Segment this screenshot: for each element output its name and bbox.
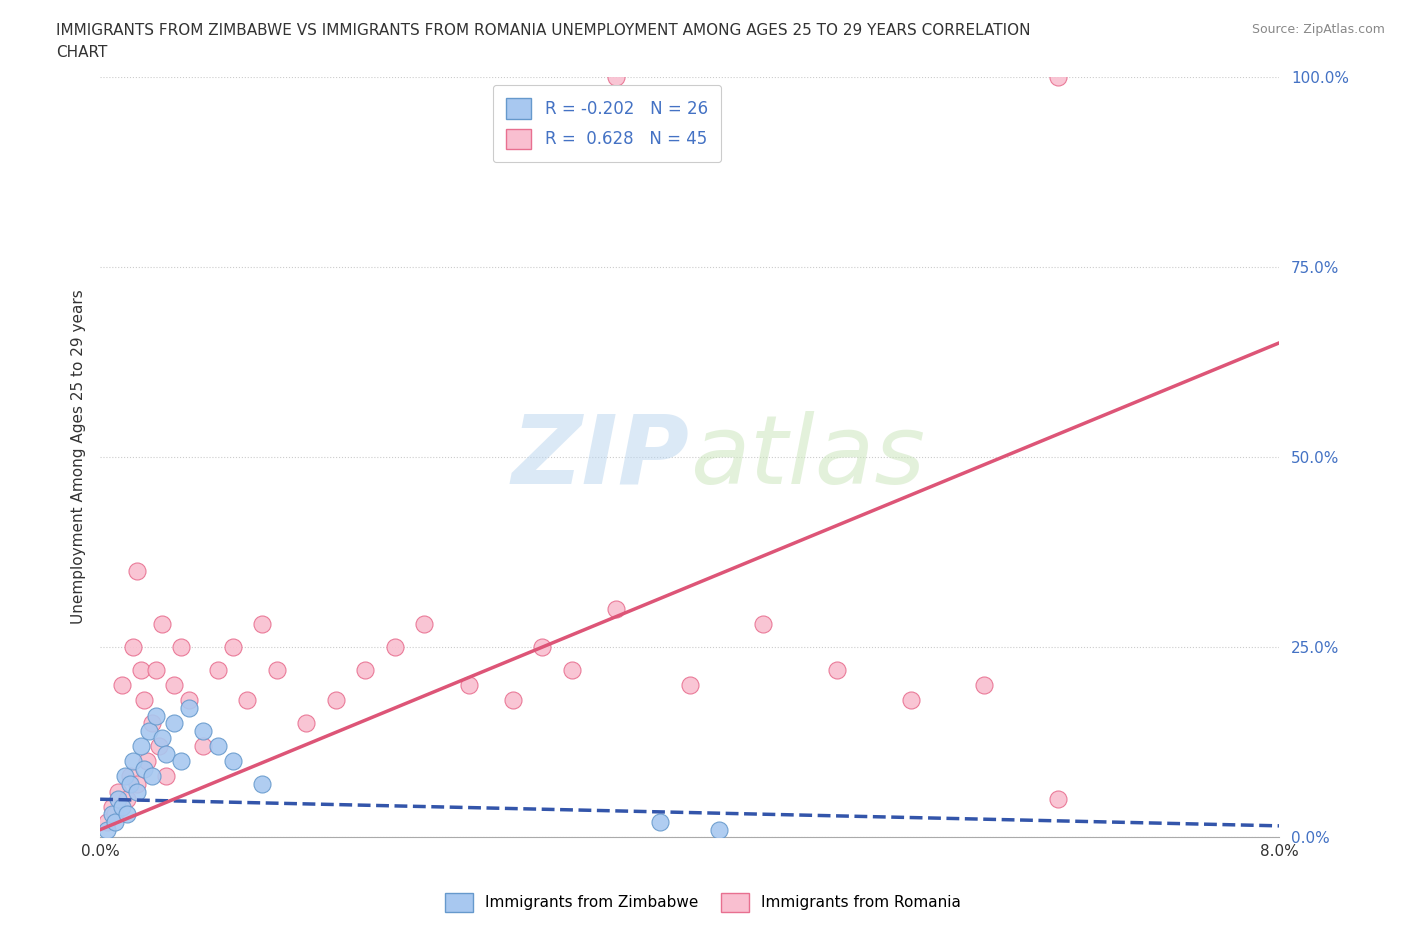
Point: [531, 640, 554, 655]
Point: [295, 716, 318, 731]
Point: [222, 640, 245, 655]
Point: [150, 731, 173, 746]
Point: [193, 738, 215, 753]
Point: [605, 602, 627, 617]
Y-axis label: Unemployment Among Ages 25 to 29 years: Unemployment Among Ages 25 to 29 years: [72, 289, 86, 624]
Point: [118, 777, 141, 791]
Point: [354, 662, 377, 677]
Point: [114, 769, 136, 784]
Point: [155, 769, 177, 784]
Point: [138, 724, 160, 738]
Point: [134, 762, 156, 777]
Point: [1046, 70, 1069, 85]
Point: [973, 678, 995, 693]
Legend: R = -0.202   N = 26, R =  0.628   N = 45: R = -0.202 N = 26, R = 0.628 N = 45: [494, 86, 721, 163]
Point: [131, 662, 153, 677]
Point: [121, 754, 143, 769]
Point: [325, 693, 347, 708]
Point: [236, 693, 259, 708]
Point: [125, 777, 148, 791]
Point: [141, 716, 163, 731]
Point: [252, 617, 274, 631]
Point: [561, 662, 583, 677]
Point: [107, 784, 129, 799]
Point: [107, 791, 129, 806]
Point: [104, 815, 127, 830]
Point: [134, 693, 156, 708]
Point: [207, 738, 229, 753]
Point: [148, 738, 170, 753]
Point: [115, 807, 138, 822]
Point: [150, 617, 173, 631]
Point: [605, 70, 627, 85]
Point: [384, 640, 406, 655]
Point: [222, 754, 245, 769]
Point: [457, 678, 479, 693]
Text: IMMIGRANTS FROM ZIMBABWE VS IMMIGRANTS FROM ROMANIA UNEMPLOYMENT AMONG AGES 25 T: IMMIGRANTS FROM ZIMBABWE VS IMMIGRANTS F…: [56, 23, 1031, 38]
Point: [825, 662, 848, 677]
Point: [96, 822, 118, 837]
Point: [136, 754, 159, 769]
Point: [900, 693, 922, 708]
Point: [125, 784, 148, 799]
Legend: Immigrants from Zimbabwe, Immigrants from Romania: Immigrants from Zimbabwe, Immigrants fro…: [439, 887, 967, 918]
Point: [101, 807, 124, 822]
Point: [1046, 791, 1069, 806]
Point: [170, 754, 193, 769]
Point: [266, 662, 288, 677]
Point: [145, 708, 167, 723]
Point: [163, 716, 186, 731]
Point: [131, 738, 153, 753]
Point: [121, 640, 143, 655]
Text: atlas: atlas: [689, 410, 925, 503]
Point: [177, 700, 200, 715]
Point: [96, 815, 118, 830]
Point: [752, 617, 775, 631]
Point: [163, 678, 186, 693]
Point: [648, 815, 671, 830]
Point: [111, 678, 134, 693]
Point: [145, 662, 167, 677]
Point: [207, 662, 229, 677]
Point: [155, 746, 177, 761]
Point: [678, 678, 700, 693]
Point: [111, 800, 134, 815]
Point: [502, 693, 524, 708]
Point: [115, 791, 138, 806]
Point: [193, 724, 215, 738]
Text: CHART: CHART: [56, 45, 108, 60]
Text: ZIP: ZIP: [512, 410, 689, 503]
Point: [177, 693, 200, 708]
Point: [104, 807, 127, 822]
Point: [413, 617, 436, 631]
Point: [252, 777, 274, 791]
Point: [707, 822, 730, 837]
Point: [125, 564, 148, 578]
Point: [101, 800, 124, 815]
Text: Source: ZipAtlas.com: Source: ZipAtlas.com: [1251, 23, 1385, 36]
Point: [141, 769, 163, 784]
Point: [118, 769, 141, 784]
Point: [170, 640, 193, 655]
